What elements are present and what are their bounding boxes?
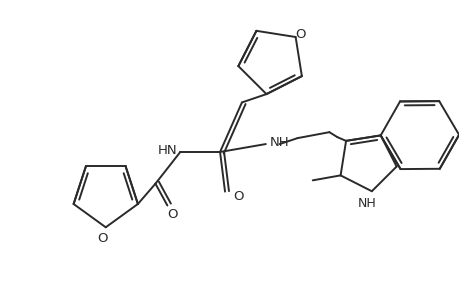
Text: NH: NH [269,136,289,148]
Text: NH: NH [357,196,375,210]
Text: O: O [97,232,108,245]
Text: HN: HN [157,143,177,157]
Text: O: O [233,190,244,203]
Text: O: O [295,28,305,40]
Text: O: O [167,208,177,221]
